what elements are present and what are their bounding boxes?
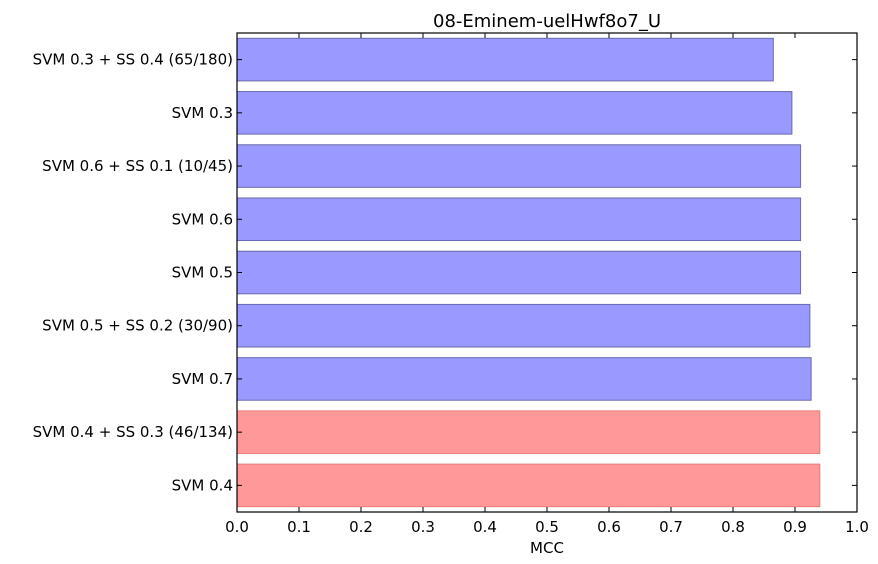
x-tick-labels: 0.0 0.1 0.2 0.3 0.4 0.5 0.6 0.7 0.8 0.9 1.0: [225, 518, 869, 536]
bar: [236, 303, 811, 348]
plot-frame: [236, 32, 858, 513]
bar: [236, 463, 821, 508]
chart-title: 08-Eminem-uelHwf8o7_U: [433, 11, 661, 32]
bar: [236, 144, 802, 188]
x-tick-label: 1.0: [845, 518, 869, 536]
x-tick-label: 0.4: [473, 518, 497, 536]
y-tick-label: SVM 0.6 + SS 0.1 (10/45): [42, 157, 233, 175]
x-tick-label: 0.6: [597, 518, 621, 536]
bars-layer: [236, 37, 821, 508]
y-tick-label: SVM 0.4: [172, 476, 233, 494]
x-tick-label: 0.8: [721, 518, 745, 536]
y-tick-label: SVM 0.4 + SS 0.3 (46/134): [33, 423, 233, 441]
x-axis-label: MCC: [530, 539, 564, 557]
x-tick-label: 0.3: [411, 518, 435, 536]
y-tick-label: SVM 0.5: [172, 264, 233, 282]
bar: [236, 357, 812, 401]
y-tick-label: SVM 0.5 + SS 0.2 (30/90): [42, 317, 233, 335]
x-tick-label: 0.1: [287, 518, 311, 536]
y-tick-labels: SVM 0.3 + SS 0.4 (65/180) SVM 0.3 SVM 0.6 …: [33, 51, 233, 495]
x-tick-label: 0.9: [783, 518, 807, 536]
bar: [236, 197, 802, 242]
x-tick-label: 0.0: [225, 518, 249, 536]
x-tick-label: 0.5: [535, 518, 559, 536]
x-tick-label: 0.2: [349, 518, 373, 536]
y-tick-label: SVM 0.7: [172, 370, 233, 388]
bar: [236, 37, 774, 82]
bar: [236, 91, 793, 135]
bar: [236, 250, 802, 295]
y-tick-label: SVM 0.3 + SS 0.4 (65/180): [33, 51, 233, 69]
bar: [236, 410, 821, 454]
x-tick-label: 0.7: [659, 518, 683, 536]
y-tick-label: SVM 0.3: [172, 104, 233, 122]
y-tick-label: SVM 0.6: [172, 210, 233, 228]
